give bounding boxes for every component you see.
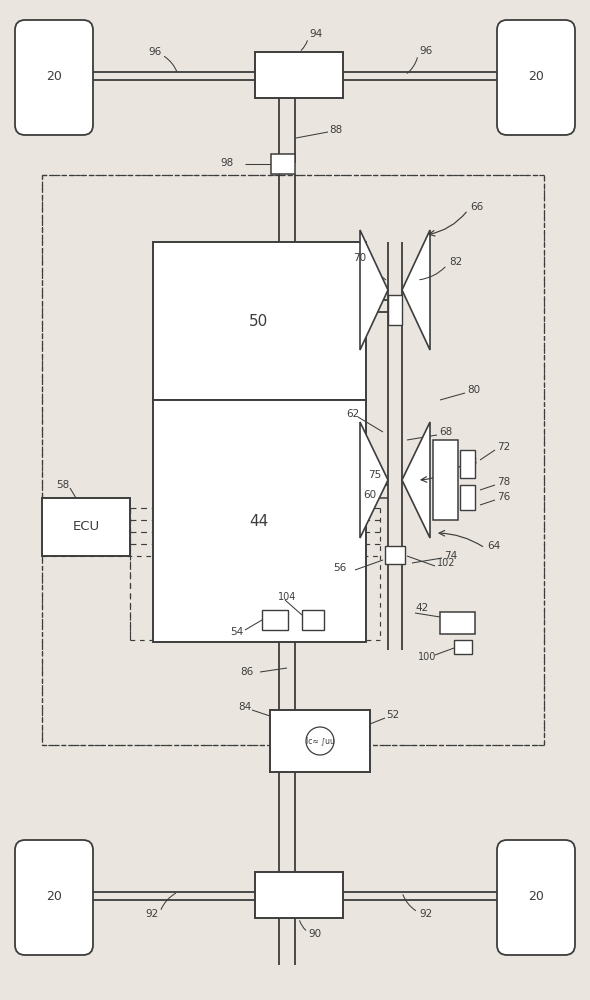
Polygon shape xyxy=(402,422,430,538)
Bar xyxy=(454,640,472,654)
Text: 44: 44 xyxy=(250,514,268,528)
Bar xyxy=(302,610,324,630)
Bar xyxy=(42,498,130,556)
Text: 98: 98 xyxy=(220,158,233,168)
Bar xyxy=(42,175,544,745)
Text: 88: 88 xyxy=(329,125,342,135)
Text: 60: 60 xyxy=(363,490,376,500)
Text: 80: 80 xyxy=(467,385,480,395)
Text: 96: 96 xyxy=(419,46,432,56)
Bar xyxy=(388,295,402,325)
FancyBboxPatch shape xyxy=(15,840,93,955)
Polygon shape xyxy=(360,230,388,350)
Text: 20: 20 xyxy=(528,70,544,84)
Text: 74: 74 xyxy=(444,551,457,561)
Text: 66: 66 xyxy=(470,202,483,212)
FancyBboxPatch shape xyxy=(15,20,93,135)
FancyBboxPatch shape xyxy=(497,20,575,135)
Text: 96: 96 xyxy=(148,47,161,57)
Bar xyxy=(153,242,366,400)
Text: 82: 82 xyxy=(449,257,462,267)
Bar xyxy=(271,154,295,174)
Text: 90: 90 xyxy=(308,929,321,939)
Text: 94: 94 xyxy=(309,29,322,39)
Text: 86: 86 xyxy=(240,667,253,677)
Bar xyxy=(385,546,405,564)
Text: 78: 78 xyxy=(497,477,510,487)
Text: 58: 58 xyxy=(56,480,69,490)
Text: 75: 75 xyxy=(368,470,381,480)
Bar xyxy=(460,450,475,478)
Bar xyxy=(255,872,343,918)
Text: 92: 92 xyxy=(419,909,432,919)
Text: 42: 42 xyxy=(415,603,428,613)
Text: 20: 20 xyxy=(46,890,62,904)
Text: 70: 70 xyxy=(353,253,366,263)
Text: Ic≈ ∫uu: Ic≈ ∫uu xyxy=(306,736,335,746)
Text: 104: 104 xyxy=(278,592,296,602)
Bar xyxy=(153,400,366,642)
Text: 92: 92 xyxy=(145,909,158,919)
FancyBboxPatch shape xyxy=(497,840,575,955)
Text: 50: 50 xyxy=(250,314,268,328)
Polygon shape xyxy=(402,230,430,350)
Text: 72: 72 xyxy=(497,442,510,452)
Text: 20: 20 xyxy=(528,890,544,904)
Text: 100: 100 xyxy=(418,652,437,662)
Bar xyxy=(270,710,370,772)
Text: 102: 102 xyxy=(437,558,455,568)
Polygon shape xyxy=(360,422,388,538)
Text: 76: 76 xyxy=(497,492,510,502)
Text: 64: 64 xyxy=(487,541,500,551)
Text: 52: 52 xyxy=(386,710,399,720)
Text: 48: 48 xyxy=(464,457,477,467)
Text: 68: 68 xyxy=(439,427,453,437)
Bar xyxy=(433,440,458,520)
Text: 54: 54 xyxy=(230,627,243,637)
Text: 56: 56 xyxy=(333,563,346,573)
Text: 62: 62 xyxy=(346,409,359,419)
Bar xyxy=(255,52,343,98)
Text: 20: 20 xyxy=(46,70,62,84)
Bar xyxy=(460,485,475,510)
Bar xyxy=(440,612,475,634)
Text: ECU: ECU xyxy=(73,520,100,534)
Bar xyxy=(262,610,288,630)
Text: 84: 84 xyxy=(238,702,251,712)
